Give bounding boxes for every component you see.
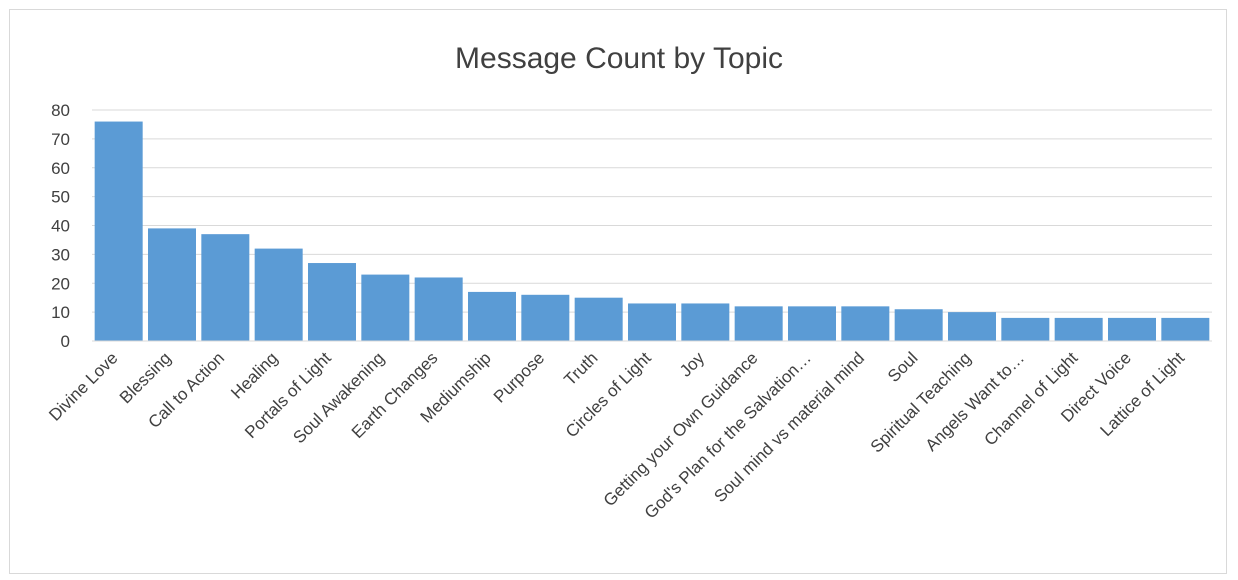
x-category-label: Joy (676, 348, 708, 380)
y-tick-label: 20 (51, 274, 70, 293)
x-category-label: Soul (884, 348, 921, 385)
bar (894, 309, 943, 341)
bar (521, 294, 570, 341)
bar (361, 274, 410, 341)
bar (254, 248, 303, 341)
y-tick-labels: 0 10 20 30 40 50 60 70 80 (51, 101, 70, 351)
bar (628, 303, 676, 341)
bar (308, 263, 356, 341)
bar (468, 291, 516, 341)
bar (1054, 317, 1103, 341)
x-category-label: Angels Want to… (922, 348, 1029, 455)
bar (1001, 317, 1050, 341)
x-category-label: Divine Love (45, 348, 121, 424)
x-category-label: Healing (227, 348, 281, 402)
bars (94, 121, 1210, 342)
y-tick-label: 40 (51, 217, 70, 236)
bar (788, 306, 836, 341)
bar (201, 234, 250, 341)
y-tick-label: 10 (51, 303, 70, 322)
x-category-label: Purpose (490, 348, 548, 406)
x-category-label: Truth (560, 348, 601, 389)
y-tick-label: 80 (51, 101, 70, 120)
bar (148, 228, 196, 341)
bar (734, 306, 783, 341)
y-tick-label: 60 (51, 159, 70, 178)
bar (94, 121, 143, 341)
bar (681, 303, 730, 341)
bar (1161, 317, 1210, 341)
y-tick-label: 0 (61, 332, 70, 351)
y-tick-label: 30 (51, 245, 70, 264)
y-tick-label: 50 (51, 188, 70, 207)
x-category-label: Channel of Light (981, 348, 1082, 449)
bar (841, 306, 890, 341)
bar (574, 297, 623, 341)
y-tick-label: 70 (51, 130, 70, 149)
x-category-label: Soul Awakening (289, 348, 388, 447)
chart-title: Message Count by Topic (455, 42, 783, 75)
bar (414, 277, 463, 341)
bar (1108, 317, 1156, 341)
bar (948, 312, 996, 342)
x-category-label: Spiritual Teaching (867, 348, 975, 456)
